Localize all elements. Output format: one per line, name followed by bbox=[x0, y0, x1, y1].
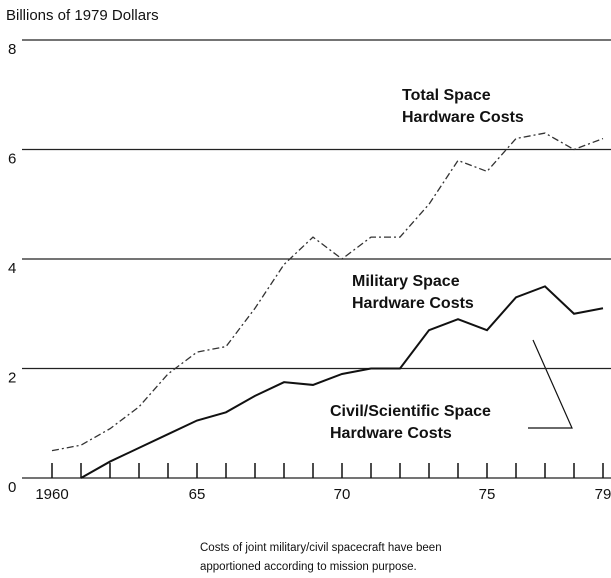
annotation: Military Space bbox=[352, 273, 460, 290]
x-tick-label: 1960 bbox=[35, 486, 68, 503]
x-tick-label: 79 bbox=[595, 486, 611, 503]
footnote: apportioned according to mission purpose… bbox=[200, 561, 417, 573]
y-tick-label: 4 bbox=[8, 260, 16, 277]
y-axis-label: Billions of 1979 Dollars bbox=[6, 7, 159, 24]
annotation: Hardware Costs bbox=[352, 295, 474, 312]
x-tick-label: 75 bbox=[479, 486, 496, 503]
footnote: Costs of joint military/civil spacecraft… bbox=[200, 542, 442, 554]
line-series bbox=[51, 132, 604, 452]
line-series bbox=[80, 285, 604, 479]
annotation: Civil/Scientific Space bbox=[330, 403, 491, 420]
y-tick-label: 2 bbox=[8, 369, 16, 386]
y-tick-label: 6 bbox=[8, 150, 16, 167]
annotation: Total Space bbox=[402, 87, 491, 104]
x-tick-label: 65 bbox=[189, 486, 206, 503]
y-tick-label: 0 bbox=[8, 479, 16, 496]
x-tick-label: 70 bbox=[334, 486, 351, 503]
annotation: Hardware Costs bbox=[402, 109, 524, 126]
y-tick-label: 8 bbox=[8, 41, 16, 58]
leader-line bbox=[528, 339, 573, 429]
annotation: Hardware Costs bbox=[330, 425, 452, 442]
